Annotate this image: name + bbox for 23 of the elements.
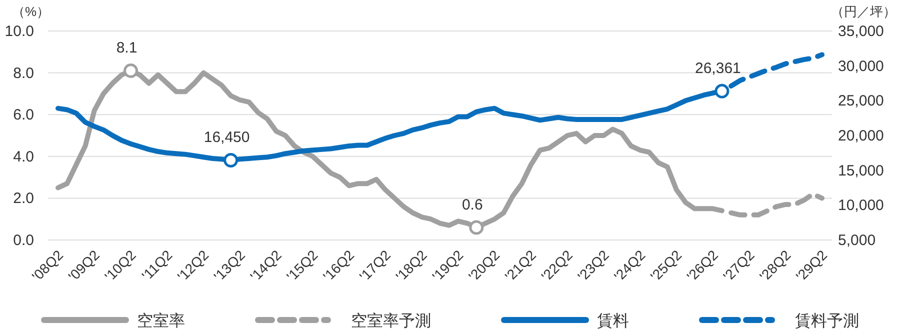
- y-tick-label: 6.0: [13, 106, 34, 124]
- legend-label: 賃料: [597, 312, 629, 330]
- annotation: 8.1: [116, 40, 138, 57]
- y-tick-label: 4.0: [13, 148, 34, 166]
- annotation: 26,361: [695, 60, 741, 78]
- legend-label: 空室率: [137, 312, 185, 330]
- y-tick-label: 0.0: [13, 232, 34, 249]
- legend-label: 賃料予測: [795, 312, 859, 330]
- y2-axis-title: （円／坪）: [831, 4, 896, 19]
- y-tick-label: 2.0: [13, 190, 34, 208]
- y2-tick-label: 5,000: [838, 232, 876, 249]
- y-axis-title: （%）: [12, 4, 50, 19]
- legend-label: 空室率予測: [351, 312, 431, 330]
- y-tick-label: 10.0: [4, 23, 34, 40]
- y2-tick-label: 20,000: [838, 128, 884, 144]
- y2-tick-label: 35,000: [838, 23, 884, 40]
- y2-tick-label: 15,000: [838, 162, 884, 180]
- y-tick-label: 8.0: [13, 64, 34, 82]
- y2-tick-label: 25,000: [838, 92, 884, 110]
- annotation: 16,450: [204, 129, 250, 146]
- annotation: 0.6: [462, 196, 483, 214]
- y2-tick-label: 10,000: [838, 197, 884, 214]
- y2-tick-label: 30,000: [838, 58, 884, 75]
